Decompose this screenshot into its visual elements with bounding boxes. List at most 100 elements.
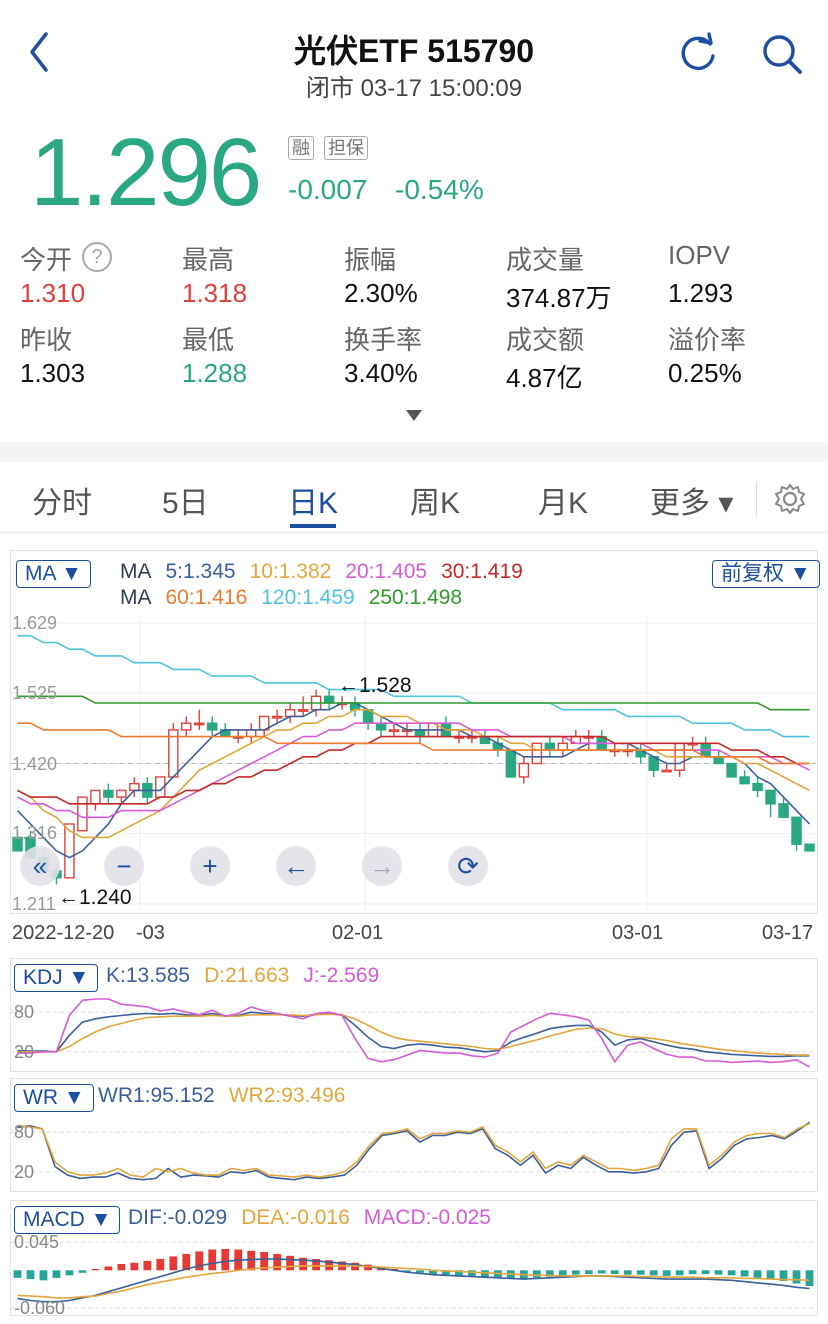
y-tick-label: 1.420 [12,753,58,774]
tab-1[interactable]: 5日 [162,487,209,520]
candle [726,762,737,778]
top-bar: 光伏ETF 515790 闭市 03-17 15:00:09 [0,0,828,110]
stat-value: 1.318 [182,278,248,308]
ma-line-ma10 [17,708,810,839]
candle [194,709,205,730]
macd-bar [442,1270,450,1275]
stat-value: 0.25% [668,358,742,388]
candle [181,716,192,737]
adjust-selector[interactable]: 前复权 ▼ [712,560,820,588]
ma-line-ma30 [17,735,810,805]
series-wr2 [17,1122,811,1178]
kdj-selector[interactable]: KDJ ▼ [14,964,99,992]
macd-bar [416,1270,424,1273]
search-icon[interactable] [760,32,804,76]
candle [557,736,569,757]
ma-line-ma5 [16,702,811,859]
macd-bar [247,1250,256,1271]
macd-selector[interactable]: MACD ▼ [14,1206,121,1234]
macd-bar [571,1270,580,1275]
move-left-icon[interactable]: ← [276,846,316,886]
move-right-icon[interactable]: → [362,846,402,886]
stat-label: IOPV [668,240,731,270]
ma-line-ma120 [17,634,810,738]
macd-bar [156,1258,165,1271]
x-date-label: 03-17 [762,922,814,944]
price-change-pct: -0.54% [395,174,484,205]
scroll-left-icon[interactable]: « [20,846,60,886]
help-icon[interactable]: ? [82,242,112,272]
candle [258,715,270,737]
macd-bar [740,1270,749,1277]
expand-stats-icon[interactable] [404,408,424,422]
stat-value: 4.87亿 [506,363,583,393]
macd-bar [792,1270,801,1284]
market-status: 闭市 03-17 15:00:09 [305,75,523,102]
y-tick-label: 1.316 [12,823,58,844]
wr-selector[interactable]: WR ▼ [14,1084,94,1112]
stat-value: 2.30% [344,278,418,308]
candle [12,830,23,852]
collateral-tag: 担保 [324,136,368,160]
ma-line-ma60 [17,722,810,765]
macd-bar [52,1270,61,1278]
x-date-label: 2022-12-20 [12,922,115,944]
max-price-annotation: ←1.528 [338,674,412,697]
tab-3[interactable]: 周K [410,487,461,520]
kline-chart[interactable] [11,615,816,910]
stat-value: 1.288 [182,358,248,388]
x-date-label: 02-01 [332,922,384,944]
ma-line-ma250 [17,695,810,711]
macd-bar [468,1270,476,1276]
min-price-annotation: ←1.240 [58,886,132,909]
settings-gear-icon[interactable] [773,482,807,516]
macd-bar [766,1270,775,1280]
macd-bar [91,1269,100,1271]
candle [349,696,361,717]
wr-panel [10,1078,818,1192]
macd-bar [584,1270,593,1275]
series-wr1 [17,1121,811,1181]
wr-chart[interactable] [11,1115,816,1189]
tab-4[interactable]: 月K [538,487,589,520]
macd-bar [623,1270,632,1275]
tab-5[interactable]: 更多 ▾ [650,487,734,520]
macd-bar [195,1251,204,1271]
tab-2[interactable]: 日K [288,487,339,520]
zoom-in-icon[interactable]: + [190,846,230,886]
back-icon[interactable] [24,30,54,74]
ma-readout-item: MA [120,586,152,609]
tab-0[interactable]: 分时 [32,487,92,520]
refresh-icon[interactable] [676,32,718,74]
macd-bar [78,1270,87,1273]
candle [661,763,672,773]
series-dif [17,1258,810,1303]
macd-bar [662,1270,671,1276]
macd-bar [753,1270,762,1278]
candle [297,696,309,717]
zoom-out-icon[interactable]: − [104,846,144,886]
ma-selector[interactable]: MA ▼ [16,560,91,588]
ma-readout-line2: MA 60:1.416 120:1.459 250:1.498 [120,586,476,610]
x-date-label: -03 [136,922,165,944]
kdj-panel [10,958,818,1072]
macd-chart[interactable] [11,1238,816,1312]
macd-bar [169,1256,178,1271]
candle [492,736,504,757]
macd-bar [649,1270,658,1276]
macd-bar [727,1270,736,1276]
candle [544,736,556,757]
macd-bar [610,1270,619,1275]
rotate-screen-icon[interactable]: ⟳ [448,846,488,886]
series-dea [17,1265,810,1299]
y-tick-label: 1.211 [12,894,56,914]
candle [103,783,114,804]
candle [77,796,88,832]
indicator-readout: DEA:-0.016 [241,1206,350,1229]
stat-label: 最高 [182,245,235,275]
kdj-chart[interactable] [11,995,816,1069]
macd-bar [312,1258,321,1271]
macd-bar [688,1270,697,1275]
macd-bar [130,1262,139,1271]
candle [505,749,517,778]
